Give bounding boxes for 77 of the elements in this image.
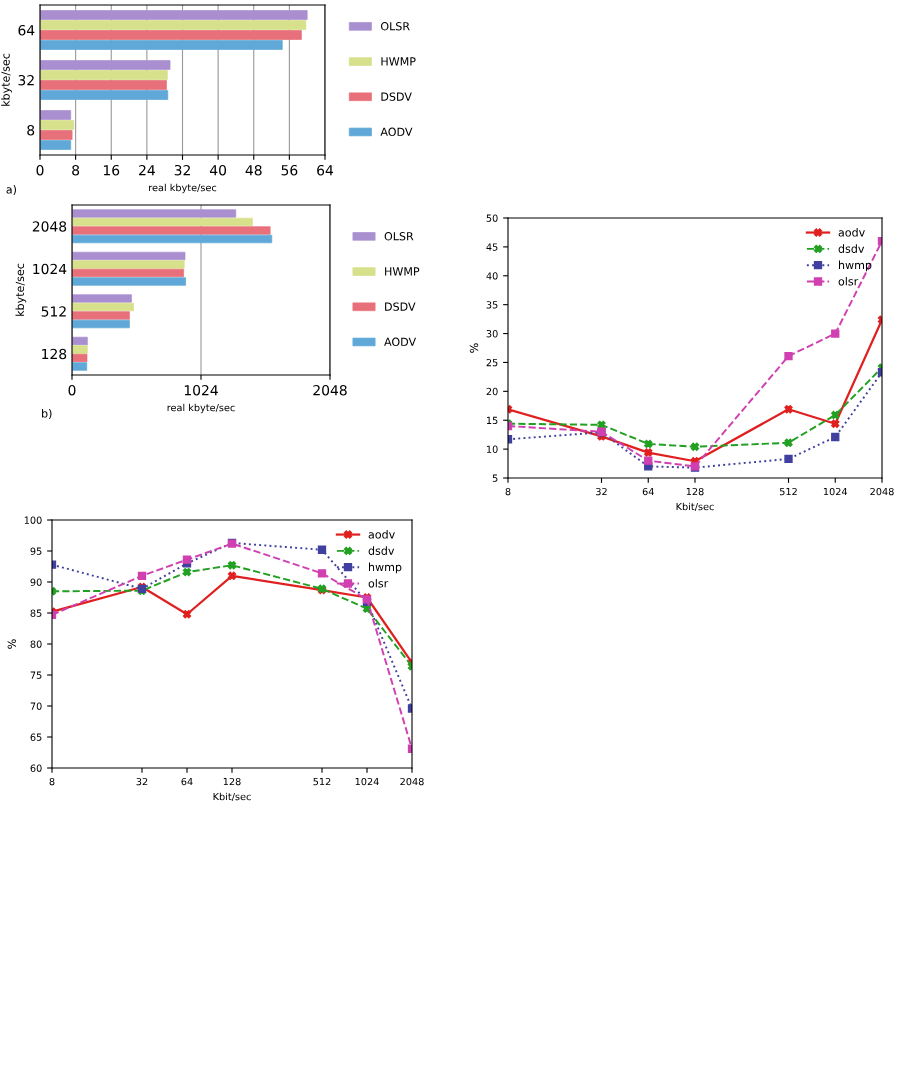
y-tick-label: 85 [30,609,42,617]
legend-label: OLSR [380,22,410,31]
x-tick-label: 40 [209,164,227,176]
x-tick-label: 64 [317,164,334,176]
y-axis-title: kbyte/sec [1,53,12,106]
y-tick-label: 75 [30,671,42,679]
x-tick-label: 48 [245,164,262,176]
y-tick-label: 64 [18,24,35,36]
legend-label: dsdv [838,244,865,253]
x-tick-label: 32 [174,164,190,176]
x-tick-label: 64 [181,777,193,786]
legend-label: HWMP [385,267,420,276]
y-axis-title: kbyte/sec [15,263,27,316]
x-tick-label: 8 [72,164,80,176]
text: b) [42,409,52,419]
x-tick-label: 0 [68,384,76,396]
legend-label: AODV [380,127,413,137]
y-tick-label: 80 [30,640,42,648]
legend-label: aodv [368,530,395,539]
y-axis-title: % [469,343,479,353]
legend-label: aodv [838,228,865,237]
x-tick-label: 0 [36,164,44,176]
x-axis-title: real kbyte/sec [149,183,217,194]
legend-label: hwmp [369,562,402,574]
y-tick-label: 60 [30,764,42,772]
x-tick-label: 8 [505,487,511,496]
legend-label: DSDV [381,92,412,101]
legend-label: AODV [384,337,417,347]
y-tick-label: 32 [18,74,34,86]
x-axis-title: Kbit/sec [213,792,251,801]
legend-label: OLSR [384,232,414,241]
x-tick-label: 128 [686,487,704,496]
legend-label: DSDV [385,302,416,311]
y-tick-label: 100 [24,516,42,524]
y-tick-label: 15 [486,416,498,425]
legend-label: olsr [368,578,389,588]
y-tick-label: 70 [30,702,42,710]
y-tick-label: 50 [486,214,498,222]
y-tick-label: 95 [30,547,42,555]
x-axis-title: real kbyte/sec [167,403,235,414]
y-tick-label: 1024 [33,263,67,275]
x-tick-label: 2048 [870,487,894,496]
x-tick-label: 64 [642,487,654,496]
legend-label: hwmp [839,260,872,272]
y-tick-label: 5 [492,474,498,482]
x-tick-label: 1024 [355,777,379,786]
x-tick-label: 24 [139,164,155,176]
x-tick-label: 1024 [184,384,218,396]
x-tick-label: 16 [103,164,120,176]
legend-label: dsdv [368,546,395,555]
y-tick-label: 45 [486,243,498,251]
y-tick-label: 512 [41,306,66,317]
x-tick-label: 512 [313,777,331,786]
x-axis-title: Kbit/sec [676,502,714,511]
x-tick-label: 1024 [823,487,848,496]
y-tick-label: 40 [486,272,498,280]
y-tick-label: 2048 [32,221,67,232]
legend-label: olsr [838,276,859,286]
y-tick-label: 65 [30,733,42,741]
y-tick-label: 20 [486,387,498,396]
y-tick-label: 90 [30,578,42,586]
y-tick-label: 25 [486,358,498,367]
x-tick-label: 128 [223,777,241,786]
x-tick-label: 512 [779,487,797,496]
y-axis-title: % [7,639,17,649]
x-tick-label: 2048 [313,384,347,396]
y-tick-label: 8 [27,124,35,136]
y-tick-label: 128 [42,348,67,360]
x-tick-label: 32 [136,777,148,786]
y-tick-label: 30 [486,330,498,338]
x-tick-label: 32 [596,487,607,496]
y-tick-label: 35 [486,301,498,309]
y-tick-label: 10 [486,445,498,453]
legend-label: HWMP [381,57,416,66]
text: a) [6,185,16,195]
x-tick-label: 56 [281,164,298,176]
x-tick-label: 2048 [400,777,424,786]
